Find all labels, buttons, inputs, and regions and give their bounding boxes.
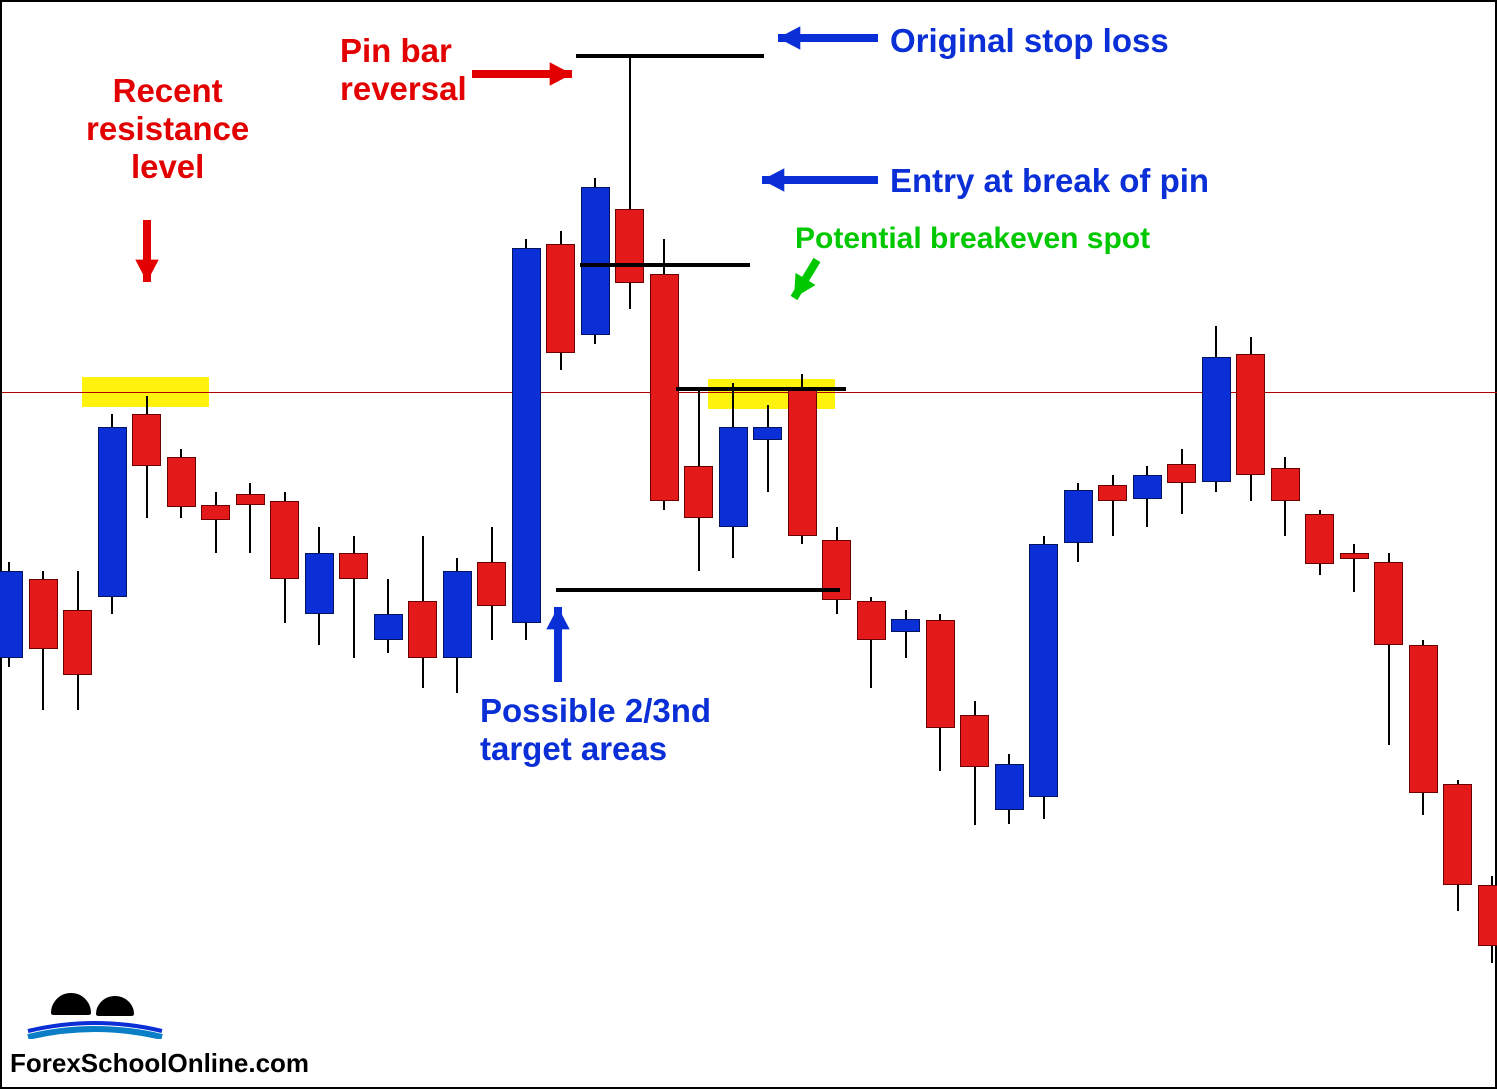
candle-body <box>1478 885 1497 946</box>
candle-body <box>1409 645 1438 793</box>
arrow-icon <box>794 260 817 298</box>
annotation-pinbar: Pin bar reversal <box>340 32 467 108</box>
target-line <box>556 588 840 592</box>
candle-wick <box>215 492 217 553</box>
candle-body <box>1098 485 1127 501</box>
watermark-logo: ForexSchoolOnline.com <box>10 991 309 1079</box>
candle-body <box>581 187 610 335</box>
arrow-icon <box>472 62 572 85</box>
annotation-targets: Possible 2/3nd target areas <box>480 692 711 768</box>
candle-wick <box>767 405 769 492</box>
candle-body <box>270 501 299 579</box>
candle-body <box>1029 544 1058 797</box>
candle-body <box>719 427 748 527</box>
candle-body <box>1167 464 1196 483</box>
arrow-icon <box>762 168 878 191</box>
candle-body <box>167 457 196 507</box>
candle-body <box>1064 490 1093 542</box>
candle-body <box>0 571 23 658</box>
candle-body <box>512 248 541 623</box>
candle-body <box>1340 553 1369 559</box>
candle-body <box>753 427 782 440</box>
breakeven-line <box>676 387 846 391</box>
candle-body <box>650 274 679 501</box>
candle-body <box>615 209 644 283</box>
candle-body <box>995 764 1024 810</box>
annotation-breakeven: Potential breakeven spot <box>795 222 1150 257</box>
candle-body <box>63 610 92 675</box>
candle-body <box>788 388 817 536</box>
candle-body <box>236 494 265 505</box>
candle-body <box>98 427 127 597</box>
entry-line <box>580 263 750 267</box>
candle-wick <box>1353 544 1355 592</box>
candle-body <box>132 414 161 466</box>
candle-body <box>857 601 886 640</box>
candle-body <box>684 466 713 518</box>
candle-body <box>1271 468 1300 501</box>
candle-body <box>1443 784 1472 884</box>
arrow-icon <box>135 220 158 282</box>
candle-body <box>1236 354 1265 474</box>
candle-body <box>1133 475 1162 499</box>
annotation-stoploss: Original stop loss <box>890 22 1169 60</box>
candle-body <box>443 571 472 658</box>
candle-body <box>408 601 437 658</box>
candle-body <box>960 715 989 767</box>
arrow-icon <box>778 26 878 49</box>
annotation-entry: Entry at break of pin <box>890 162 1209 200</box>
candle-body <box>29 579 58 649</box>
annotation-resistance: Recent resistance level <box>86 72 249 186</box>
candle-body <box>477 562 506 606</box>
candle-body <box>374 614 403 640</box>
candle-wick <box>905 610 907 658</box>
candle-body <box>1374 562 1403 645</box>
candle-body <box>926 620 955 727</box>
candle-body <box>201 505 230 520</box>
candle-body <box>305 553 334 614</box>
candle-body <box>891 619 920 632</box>
candle-body <box>1305 514 1334 564</box>
resistance-line <box>2 392 1497 394</box>
candle-body <box>339 553 368 579</box>
candle-wick <box>1112 475 1114 536</box>
watermark-text: ForexSchoolOnline.com <box>10 1048 309 1079</box>
candle-body <box>546 244 575 353</box>
candle-body <box>1202 357 1231 482</box>
arrow-icon <box>546 607 569 682</box>
stoploss-line <box>576 54 764 58</box>
